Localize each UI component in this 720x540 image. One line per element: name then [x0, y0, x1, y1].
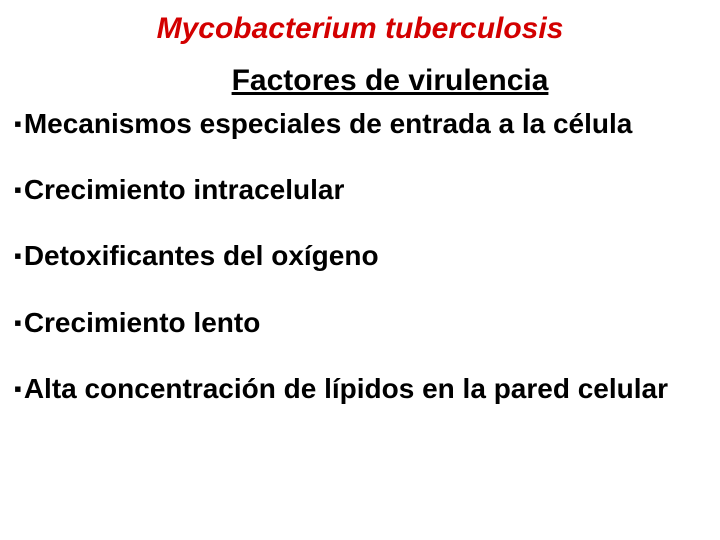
list-item-text: Alta concentración de lípidos en la pare…	[24, 373, 706, 405]
bullet-icon: ▪	[14, 240, 22, 272]
bullet-icon: ▪	[14, 307, 22, 339]
slide: Mycobacterium tuberculosis Factores de v…	[0, 0, 720, 540]
list-item: ▪ Alta concentración de lípidos en la pa…	[14, 373, 706, 405]
bullet-icon: ▪	[14, 373, 22, 405]
list-item: ▪ Detoxificantes del oxígeno	[14, 240, 706, 272]
list-item-text: Detoxificantes del oxígeno	[24, 240, 706, 272]
slide-title: Mycobacterium tuberculosis	[14, 12, 706, 46]
bullet-icon: ▪	[14, 108, 22, 140]
slide-subtitle: Factores de virulencia	[14, 64, 706, 98]
list-item-text: Crecimiento intracelular	[24, 174, 706, 206]
list-item-text: Crecimiento lento	[24, 307, 706, 339]
list-item: ▪ Crecimiento lento	[14, 307, 706, 339]
bullet-icon: ▪	[14, 174, 22, 206]
list-item-text: Mecanismos especiales de entrada a la cé…	[24, 108, 706, 140]
list-item: ▪ Crecimiento intracelular	[14, 174, 706, 206]
list-item: ▪ Mecanismos especiales de entrada a la …	[14, 108, 706, 140]
